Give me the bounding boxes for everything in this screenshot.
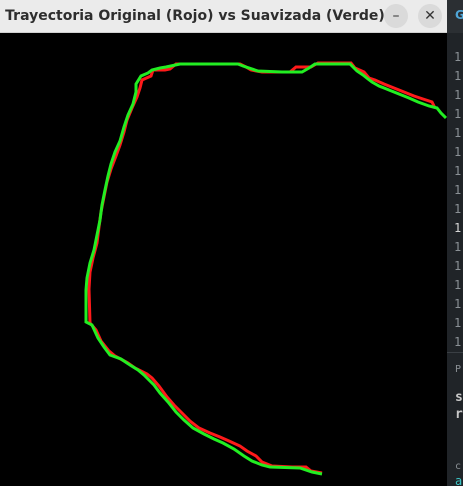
line-number: 1 (454, 316, 462, 330)
close-button[interactable]: ✕ (418, 4, 442, 28)
line-number: 1 (454, 297, 462, 311)
smoothed-trajectory-line (84, 62, 447, 476)
side-panel-header-label: G (455, 8, 463, 22)
line-number: 1 (454, 69, 462, 83)
line-number: 1 (454, 183, 462, 197)
window-titlebar: Trayectoria Original (Rojo) vs Suavizada… (0, 0, 447, 33)
original-trajectory-line (87, 61, 437, 475)
window-title: Trayectoria Original (Rojo) vs Suavizada… (5, 8, 385, 24)
panel-text-line-2: r (455, 407, 463, 422)
line-number: 1 (454, 107, 462, 121)
plot-canvas (0, 33, 447, 486)
side-panel: G 1 1 1 1 1 1 1 1 1 1 1 1 1 1 1 1 P s r c a (447, 0, 463, 486)
line-number: 1 (454, 202, 462, 216)
minimize-icon: – (392, 8, 400, 24)
close-icon: ✕ (424, 8, 436, 24)
line-number: 1 (454, 259, 462, 273)
panel-section-label: P (455, 364, 462, 375)
line-number: 1 (454, 240, 462, 254)
line-number: 1 (454, 88, 462, 102)
panel-text-line-1: s (455, 390, 463, 405)
line-number: 1 (454, 221, 462, 235)
line-number: 1 (454, 335, 462, 349)
panel-footer-text: a (455, 474, 463, 486)
trajectory-plot (84, 61, 447, 476)
line-number: 1 (454, 126, 462, 140)
line-number: 1 (454, 50, 462, 64)
panel-footer-label: c (455, 461, 462, 472)
line-number: 1 (454, 145, 462, 159)
minimize-button[interactable]: – (384, 4, 408, 28)
line-number: 1 (454, 164, 462, 178)
side-panel-header: G (447, 0, 463, 33)
line-number: 1 (454, 278, 462, 292)
panel-divider (447, 352, 463, 353)
